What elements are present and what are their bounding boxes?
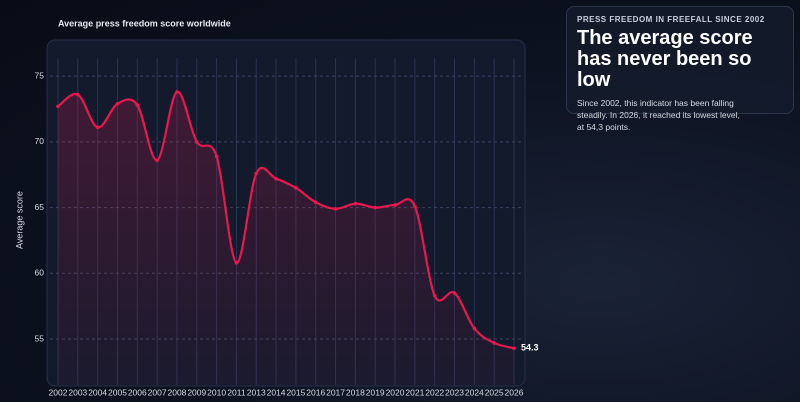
point: [393, 203, 397, 207]
x-tick-label: 2010: [207, 387, 226, 397]
x-tick-label: 2004: [88, 387, 107, 397]
point: [274, 176, 278, 181]
point: [76, 92, 80, 97]
x-tick-label: 2025: [485, 387, 504, 397]
point: [313, 200, 318, 205]
y-tick-label: 65: [35, 202, 45, 212]
point: [294, 186, 298, 190]
point: [413, 204, 417, 209]
x-tick-label: 2024: [465, 387, 484, 397]
point: [115, 101, 120, 106]
x-tick-label: 2007: [148, 387, 167, 397]
chart-title: Average press freedom score worldwide: [58, 18, 231, 28]
y-tick-label: 55: [35, 333, 45, 343]
x-tick-label: 2009: [187, 387, 206, 397]
point: [175, 90, 179, 94]
point: [472, 326, 477, 331]
point: [194, 140, 199, 144]
x-tick-label: 2011: [227, 387, 246, 397]
x-tick-label: 2002: [49, 387, 68, 397]
x-tick-label: 2020: [386, 387, 405, 397]
value-label: 54.3: [521, 343, 539, 353]
point: [373, 205, 378, 210]
x-tick-label: 2019: [366, 387, 385, 397]
x-tick-label: 2008: [167, 387, 186, 397]
point: [155, 158, 159, 163]
y-tick-label: 75: [35, 70, 45, 80]
x-tick-label: 2018: [346, 387, 365, 397]
point: [135, 103, 140, 107]
point: [214, 154, 219, 159]
point: [333, 207, 338, 211]
x-tick-label: 2014: [267, 387, 286, 397]
area: [58, 91, 514, 386]
point: [56, 104, 60, 109]
point: [254, 171, 259, 176]
x-tick-label: 2016: [306, 387, 325, 397]
point: [95, 125, 100, 130]
info-panel: PRESS FREEDOM IN FREEFALL SINCE 2002 The…: [566, 6, 794, 132]
x-tick-label: 2015: [286, 387, 305, 397]
x-tick-label: 2023: [445, 387, 464, 397]
point: [432, 293, 437, 298]
y-tick-label: 60: [35, 268, 45, 278]
y-tick-label: 70: [35, 136, 45, 146]
x-tick-label: 2013: [247, 387, 266, 397]
point: [353, 201, 358, 206]
headline: The average score has never been so low: [577, 27, 753, 91]
x-tick-label: 2006: [128, 387, 147, 397]
point: [452, 291, 457, 295]
x-tick-label: 2005: [108, 387, 127, 397]
point: [512, 346, 516, 351]
x-tick-label: 2017: [326, 387, 345, 397]
chart: Average press freedom score worldwide Av…: [14, 18, 539, 398]
x-tick-label: 2021: [405, 387, 424, 397]
point: [234, 260, 239, 265]
y-axis-label: Average score: [14, 191, 24, 249]
point: [492, 341, 496, 345]
x-tick-label: 2003: [68, 387, 87, 397]
x-tick-label: 2022: [425, 387, 444, 397]
panel-text: Since 2002, this indicator has been fall…: [577, 98, 740, 132]
kicker: PRESS FREEDOM IN FREEFALL SINCE 2002: [577, 15, 765, 24]
x-tick-label: 2026: [505, 387, 524, 397]
